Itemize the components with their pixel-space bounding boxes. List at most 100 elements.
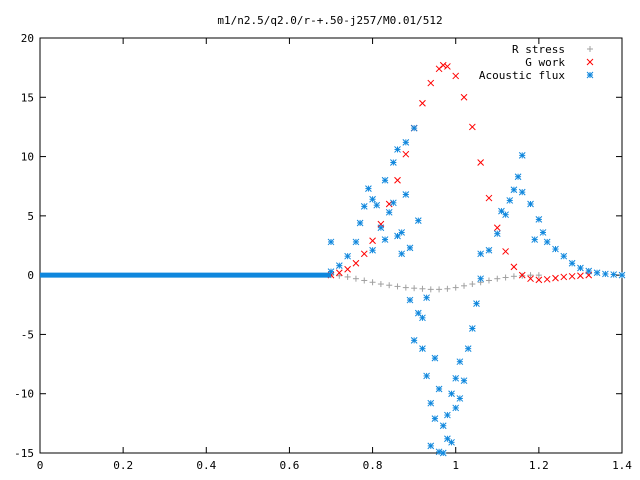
data-point bbox=[419, 345, 426, 353]
data-point bbox=[444, 411, 451, 419]
data-point bbox=[369, 279, 376, 286]
series-g-work bbox=[327, 61, 593, 284]
data-point bbox=[352, 259, 360, 267]
data-point bbox=[377, 224, 385, 232]
data-point bbox=[402, 284, 409, 291]
data-point bbox=[390, 199, 397, 207]
y-tick-label: -15 bbox=[14, 447, 34, 460]
data-point bbox=[468, 123, 476, 131]
y-tick-label: -10 bbox=[14, 388, 34, 401]
data-point bbox=[510, 263, 518, 271]
y-tick-label: 10 bbox=[21, 151, 34, 164]
data-point bbox=[585, 267, 593, 275]
data-point bbox=[593, 269, 601, 277]
legend-marker bbox=[586, 58, 594, 66]
data-point bbox=[398, 229, 406, 236]
data-point bbox=[469, 281, 476, 288]
x-tick-label: 1.4 bbox=[612, 459, 632, 472]
data-point bbox=[335, 269, 343, 277]
data-point bbox=[444, 285, 451, 292]
data-point bbox=[435, 448, 443, 456]
data-point bbox=[468, 325, 476, 332]
data-point bbox=[464, 345, 472, 353]
data-point bbox=[502, 274, 509, 281]
data-point bbox=[423, 294, 430, 302]
data-point bbox=[427, 442, 435, 450]
data-point bbox=[493, 224, 501, 232]
data-point bbox=[552, 274, 559, 282]
legend-label: Acoustic flux bbox=[479, 69, 565, 82]
x-tick-label: 0.8 bbox=[363, 459, 383, 472]
data-point bbox=[552, 245, 559, 253]
data-point bbox=[369, 237, 376, 245]
data-point bbox=[406, 296, 414, 304]
data-point bbox=[452, 72, 460, 80]
chart-title: m1/n2.5/q2.0/r-+.50-j257/M0.01/512 bbox=[217, 14, 442, 27]
data-point bbox=[402, 138, 410, 146]
axes: 0 0.2 0.4 0.6 0.8 1 1.2 1.4 -15 -10 -5 0 5 10 15 20 bbox=[14, 32, 632, 472]
data-point bbox=[356, 219, 364, 227]
data-point bbox=[460, 377, 468, 385]
data-point bbox=[385, 200, 393, 208]
y-tick-label: 0 bbox=[27, 269, 34, 282]
data-point bbox=[577, 272, 584, 280]
legend-label: G work bbox=[525, 56, 565, 69]
data-point bbox=[369, 246, 376, 254]
data-point bbox=[485, 194, 493, 202]
data-point bbox=[381, 176, 389, 184]
data-point bbox=[394, 176, 401, 184]
x-tick-label: 0 bbox=[37, 459, 44, 472]
data-point bbox=[427, 79, 435, 87]
data-point bbox=[414, 217, 422, 224]
data-point bbox=[377, 281, 384, 288]
data-point bbox=[398, 250, 406, 258]
data-point bbox=[477, 250, 485, 258]
y-tick-label: 5 bbox=[27, 210, 34, 223]
x-tick-label: 0.4 bbox=[196, 459, 216, 472]
data-point bbox=[435, 385, 443, 393]
data-point bbox=[518, 152, 526, 159]
data-point bbox=[444, 63, 451, 70]
data-point bbox=[539, 229, 547, 236]
data-point bbox=[514, 173, 522, 181]
data-point bbox=[535, 276, 543, 284]
data-point bbox=[610, 271, 618, 278]
data-point bbox=[373, 201, 381, 209]
data-point bbox=[410, 337, 418, 344]
data-point bbox=[361, 277, 368, 284]
data-point bbox=[402, 150, 410, 158]
data-point bbox=[518, 271, 526, 279]
data-point bbox=[381, 236, 389, 243]
data-point bbox=[406, 244, 414, 252]
data-point bbox=[502, 211, 509, 219]
data-point bbox=[460, 93, 468, 101]
data-point bbox=[456, 358, 464, 366]
data-point bbox=[394, 283, 401, 290]
data-point bbox=[452, 374, 460, 382]
data-point bbox=[577, 264, 584, 272]
data-point bbox=[386, 282, 393, 289]
data-point bbox=[365, 185, 372, 192]
data-point bbox=[527, 200, 534, 208]
data-point bbox=[327, 268, 335, 275]
data-point bbox=[560, 273, 568, 281]
data-point bbox=[352, 275, 359, 282]
data-point bbox=[456, 395, 464, 402]
data-point bbox=[506, 197, 514, 204]
data-point bbox=[602, 270, 609, 278]
x-tick-label: 0.2 bbox=[113, 459, 133, 472]
legend-marker bbox=[587, 46, 593, 52]
data-point bbox=[419, 99, 426, 107]
data-point bbox=[336, 272, 343, 279]
x-tick-label: 0.6 bbox=[279, 459, 299, 472]
data-point bbox=[423, 372, 430, 380]
data-point bbox=[427, 399, 435, 407]
data-point bbox=[452, 284, 459, 291]
data-point bbox=[344, 252, 351, 260]
data-point bbox=[335, 262, 343, 270]
data-point bbox=[439, 61, 447, 69]
data-point bbox=[390, 159, 397, 166]
data-point bbox=[518, 188, 526, 196]
data-point bbox=[527, 275, 534, 283]
